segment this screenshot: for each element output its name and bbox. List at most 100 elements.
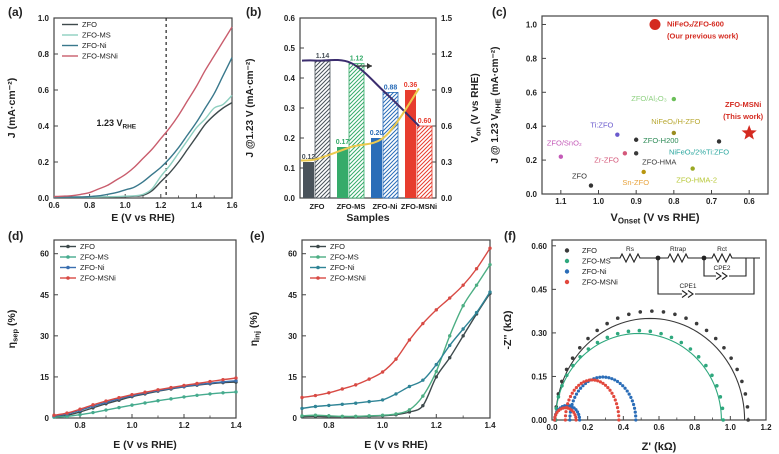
solid-bar [337,147,348,198]
y-axis-label: ηsep (%) [6,310,20,349]
y-tick: 0.2 [526,156,538,165]
panel-letter: (a) [8,5,23,19]
x-tick: 1.1 [555,197,567,206]
legend-label: ZFO-MS [80,253,109,262]
legend-item: ZFO [564,246,597,255]
scatter-point-ZFO-HMA: ZFO-HMA [633,151,676,166]
x-tick: 0.7 [706,197,718,206]
legend-label: ZFO [582,246,597,255]
legend-label: ZFO-MS [82,31,111,40]
x-tick: 1.2 [155,201,167,210]
scatter-point-Sn-ZFO: Sn-ZFO [622,169,649,187]
dot-marker [716,139,722,144]
cpe2-label: CPE2 [714,265,731,272]
fit-line [555,317,746,421]
x-axis-label: VOnset (V vs RHE) [610,212,699,225]
category-label: ZFO-Ni [373,202,398,211]
y-tick: 60 [288,250,297,259]
x-axis-label: Samples [346,212,389,224]
panel-letter: (f) [504,229,516,243]
highlight-dot-marker [649,18,661,30]
right-y-axis-label: Von (V vs RHE) [470,73,483,142]
scatter-point-NiFeOₓ/2%Ti:ZFO: NiFeOₓ/2%Ti:ZFO [669,139,729,156]
x-tick: 0.2 [582,423,594,432]
x-axis-label: E (V vs RHE) [364,439,428,451]
bar-group-ZFO-MSNi: 0.36 0.60 ZFO-MSNi [401,82,437,211]
legend-label: ZFO-Ni [80,263,105,272]
point-label: ZFO/SnO₂ [547,139,582,148]
panel-a-canvas: 0.6 0.8 1.0 1.2 1.4 1.6 0.0 0.2 0.4 0.6 0.8 1.0 1.23… [6,5,238,224]
panel-c-canvas: 1.1 1.0 0.9 0.8 0.7 0.6 0.0 0.2 0.4 0.6 0.8 1.0 ZFO Z… [490,5,769,225]
resistor-rs [618,252,642,264]
scatter-point-ZFO/SnO₂: ZFO/SnO₂ [547,139,582,159]
panel-c: 1.1 1.0 0.9 0.8 0.7 0.6 0.0 0.2 0.4 0.6 0.8 1.0 ZFO Z… [486,2,779,225]
resistor-rtrap [666,252,690,264]
equivalent-circuit-inset [610,252,760,298]
dot-marker [641,169,646,175]
x-tick: 1.2 [178,421,190,430]
rct-label: Rct [717,246,727,253]
axis-ticks: 0.0 0.1 0.2 0.3 0.4 0.5 0.6 0.0 0.3 0.6 0.9 1.2 1.5 [284,14,453,203]
solid-bar [405,90,416,198]
y-axis-label: J (mA·cm⁻²) [6,78,18,138]
y-tick: 0.45 [531,285,547,294]
cpe1-icon [681,290,694,298]
hatched-bar-value: 1.12 [350,56,364,63]
legend-item: ZFO-MSNi [60,274,116,283]
y-tick: 0 [293,414,298,423]
category-label: ZFO-MS [337,202,366,211]
left-y-tick: 0.0 [284,194,296,203]
y-tick: 0.6 [38,86,50,95]
legend-item: ZFO-MS [62,31,111,40]
legend-label: ZFO-Ni [330,263,355,272]
bar-group-ZFO-MS: 0.17 1.12 ZFO-MS [336,56,366,211]
dot-marker [671,96,677,102]
hatched-bar-value: 0.88 [384,84,398,91]
y-tick: 0.0 [38,194,50,203]
y-tick: 0.60 [531,242,547,251]
y-tick: 30 [40,332,49,341]
x-tick: 1.0 [120,201,132,210]
series-ZFO-Ni [52,379,238,418]
right-y-tick: 1.5 [441,14,453,23]
dot-marker [588,183,594,188]
y-tick: 60 [40,250,49,259]
x-tick: 1.0 [377,421,389,430]
x-tick: 0.9 [631,197,643,206]
x-tick: 1.0 [126,421,138,430]
solid-bar [371,138,382,198]
point-label: NiFeOₓ/2%Ti:ZFO [669,147,729,156]
legend-item: ZFO-MSNi [564,278,618,287]
y-axis-label: J @ 1.23 VRHE (mA·cm⁻²) [490,47,503,164]
panel-b-canvas: 0.00.10.20.30.40.50.60.00.30.60.91.21.50… [245,5,483,224]
x-tick: 0.0 [546,423,558,432]
legend-label: ZFO-MSNi [330,274,366,283]
y-tick: 0.4 [526,122,538,131]
x-tick: 0.8 [84,201,96,210]
dot-marker [671,130,677,136]
y-axis-label: ηinj (%) [248,312,262,346]
legend-label: ZFO-MS [582,257,611,266]
x-tick: 0.6 [48,201,60,210]
axis-ticks: 0.6 0.8 1.0 1.2 1.4 1.6 0.0 0.2 0.4 0.6 0.8 1.0 [38,14,238,210]
circuit-labels: Rs Rtrap Rct CPE2 CPE1 [626,246,731,290]
point-label: NiFeOₓ/H-ZFO [651,117,700,126]
point-label: ZFO/Al₂O₃ [631,94,667,103]
y-tick: 0 [45,414,50,423]
scatter-point-ZFO-H200: ZFO-H200 [633,136,679,145]
x-tick: 0.8 [689,423,701,432]
panel-letter: (d) [8,229,23,243]
dot-marker [690,166,695,171]
right-y-tick: 0.3 [441,158,453,167]
legend-label: ZFO [330,242,345,251]
von-trend-line [301,58,420,127]
panel-letter: (c) [492,5,507,19]
scatter-point-ZFO/Al₂O₃: ZFO/Al₂O₃ [631,94,677,103]
point-label: Ti:ZFO [590,121,613,130]
legend-label: ZFO-MSNi [80,274,116,283]
resistor-rct [710,252,734,264]
series-ZFO-MS [300,262,492,419]
